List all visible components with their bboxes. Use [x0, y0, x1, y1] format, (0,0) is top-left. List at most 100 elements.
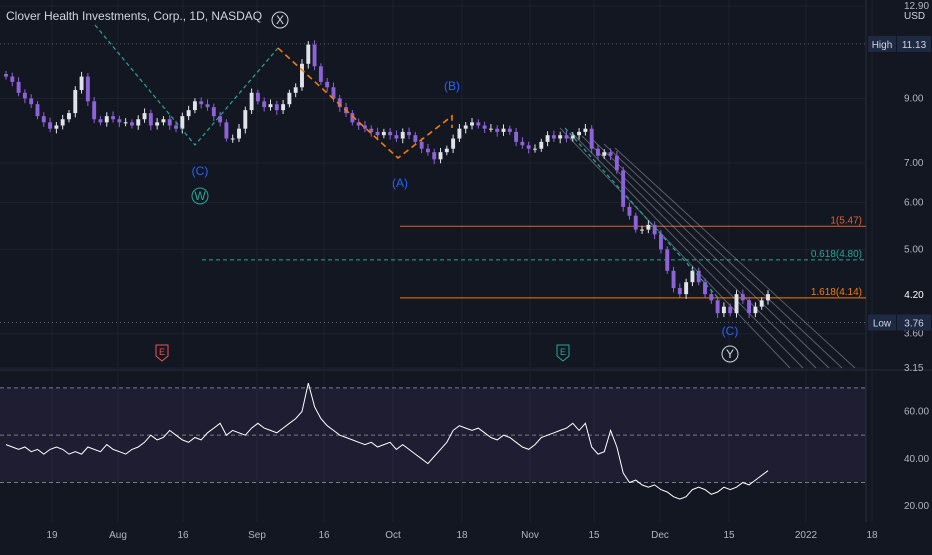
candle — [287, 89, 292, 108]
candle-body — [703, 282, 707, 295]
candle — [41, 112, 46, 127]
candle-body — [281, 104, 286, 111]
candle-body — [375, 131, 380, 136]
candle — [104, 112, 109, 127]
price-tick-label: 9.00 — [904, 93, 924, 104]
candle-body — [457, 128, 462, 139]
candle — [79, 71, 84, 94]
candle — [60, 114, 65, 130]
candle-body — [4, 74, 8, 77]
candle-body — [205, 104, 210, 108]
rsi-tick-label: 60.00 — [904, 407, 929, 418]
high-tag-label: High — [872, 40, 893, 51]
candle — [709, 289, 714, 304]
wave-label: X — [276, 13, 284, 27]
candle — [570, 132, 575, 142]
candle — [400, 128, 405, 144]
candle — [300, 59, 304, 91]
candle-body — [129, 122, 134, 126]
wave-label-circle — [721, 345, 739, 363]
x-tick-label: Aug — [109, 530, 127, 541]
candle-body — [476, 122, 481, 126]
candle — [438, 147, 443, 164]
candle-body — [419, 141, 424, 149]
trend-channel — [559, 127, 856, 369]
candle-body — [438, 152, 443, 160]
wave-label-circle — [271, 11, 289, 29]
candle-body — [533, 148, 537, 150]
high-tag-label-bg — [868, 35, 896, 52]
candle-body — [715, 300, 720, 314]
candle — [350, 110, 355, 126]
candle-body — [255, 92, 260, 102]
candle — [381, 128, 386, 139]
event-marker-icon — [155, 344, 169, 362]
candle-body — [589, 128, 594, 149]
candle-body — [67, 113, 71, 120]
x-tick-label: Oct — [385, 530, 401, 541]
candle — [192, 98, 197, 114]
candle — [457, 123, 462, 143]
candle — [621, 166, 626, 212]
event-marker-label: E — [560, 347, 566, 357]
wave-y-line — [564, 127, 721, 301]
wave-label: (C) — [722, 324, 739, 338]
candle — [482, 121, 487, 134]
x-tick-label: 15 — [723, 530, 735, 541]
candle — [627, 202, 632, 220]
candle — [230, 134, 235, 143]
candle-body — [514, 131, 519, 142]
candle — [218, 111, 223, 127]
candle — [148, 109, 153, 131]
x-tick-label: Sep — [248, 530, 266, 541]
candle-body — [432, 152, 437, 160]
candle — [652, 221, 657, 240]
candle — [747, 296, 752, 318]
candle-body — [186, 110, 191, 117]
candle-body — [98, 119, 103, 123]
candle — [281, 99, 286, 115]
candle-body — [123, 122, 128, 124]
x-tick-label: 18 — [456, 530, 468, 541]
candle-body — [331, 87, 336, 99]
candle-body — [54, 125, 59, 129]
candle — [407, 127, 411, 140]
candle — [740, 289, 745, 304]
candle-body — [10, 76, 15, 82]
candle-body — [646, 224, 651, 230]
candle — [325, 77, 330, 92]
candle-body — [677, 288, 682, 295]
candle — [167, 115, 172, 130]
x-tick-label: 18 — [866, 530, 878, 541]
candle — [728, 303, 733, 317]
candle — [583, 123, 588, 136]
candle — [589, 125, 594, 154]
x-tick-label: 16 — [318, 530, 330, 541]
candle — [67, 110, 71, 123]
candle — [136, 115, 141, 130]
candle-body — [274, 104, 279, 111]
candle-body — [35, 104, 40, 117]
candle-body — [79, 76, 84, 91]
candle — [199, 97, 204, 109]
candle-body — [551, 135, 556, 139]
candle-body — [312, 44, 317, 67]
candle-body — [407, 131, 411, 136]
last-price-tag-value: 4.20 — [904, 290, 924, 301]
candle — [488, 123, 493, 133]
candle — [16, 77, 21, 97]
price-tick-label: 7.00 — [904, 158, 924, 169]
candle-body — [161, 119, 166, 123]
candle — [155, 118, 160, 130]
candle-body — [167, 119, 172, 126]
candle-body — [306, 44, 311, 64]
candle-body — [658, 234, 663, 250]
candle — [432, 148, 437, 165]
candle-body — [451, 138, 456, 149]
candle-body — [734, 294, 739, 314]
candle-body — [501, 128, 506, 132]
high-tag-value: 11.13 — [902, 40, 927, 51]
candle-body — [224, 122, 229, 139]
